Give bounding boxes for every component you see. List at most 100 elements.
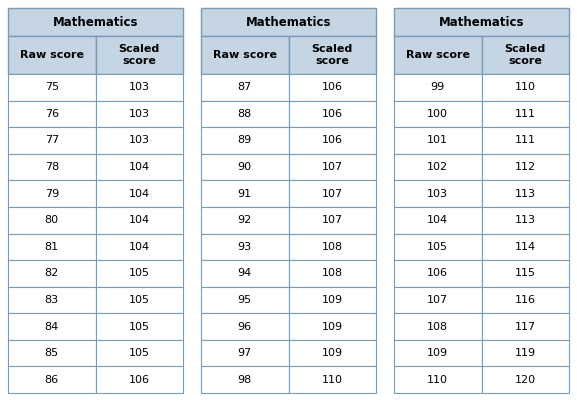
Bar xyxy=(288,36,376,74)
Text: 84: 84 xyxy=(44,322,59,332)
Bar xyxy=(96,207,183,233)
Text: Raw score: Raw score xyxy=(20,50,84,60)
Text: 110: 110 xyxy=(322,375,343,385)
Text: 106: 106 xyxy=(129,375,150,385)
Text: 104: 104 xyxy=(129,162,150,172)
Bar xyxy=(8,154,96,180)
Bar xyxy=(394,340,481,367)
Text: 115: 115 xyxy=(515,268,536,278)
Text: 109: 109 xyxy=(322,295,343,305)
Text: 107: 107 xyxy=(322,215,343,225)
Bar xyxy=(481,207,569,233)
Text: 92: 92 xyxy=(238,215,252,225)
Bar xyxy=(481,340,569,367)
Bar xyxy=(288,74,376,101)
Bar xyxy=(481,233,569,260)
Bar xyxy=(481,101,569,127)
Bar xyxy=(8,8,183,36)
Text: 90: 90 xyxy=(238,162,252,172)
Text: 79: 79 xyxy=(44,188,59,198)
Bar xyxy=(481,367,569,393)
Bar xyxy=(201,313,288,340)
Text: 96: 96 xyxy=(238,322,252,332)
Text: Scaled
score: Scaled score xyxy=(505,44,546,66)
Bar xyxy=(96,180,183,207)
Text: Scaled
score: Scaled score xyxy=(119,44,160,66)
Bar xyxy=(96,340,183,367)
Text: Raw score: Raw score xyxy=(213,50,277,60)
Bar xyxy=(8,74,96,101)
Bar xyxy=(8,127,96,154)
Text: 107: 107 xyxy=(427,295,448,305)
Text: 113: 113 xyxy=(515,215,536,225)
Text: 75: 75 xyxy=(44,82,59,92)
Bar xyxy=(8,180,96,207)
Bar xyxy=(394,74,481,101)
Text: 107: 107 xyxy=(322,188,343,198)
Bar xyxy=(394,367,481,393)
Bar xyxy=(96,260,183,287)
Bar xyxy=(201,367,288,393)
Text: 108: 108 xyxy=(322,242,343,252)
Text: Raw score: Raw score xyxy=(406,50,470,60)
Text: 98: 98 xyxy=(238,375,252,385)
Text: 104: 104 xyxy=(427,215,448,225)
Bar xyxy=(96,154,183,180)
Bar xyxy=(394,127,481,154)
Text: 103: 103 xyxy=(129,136,150,146)
Bar xyxy=(8,313,96,340)
Bar xyxy=(288,154,376,180)
Text: 83: 83 xyxy=(44,295,59,305)
Text: 87: 87 xyxy=(238,82,252,92)
Text: 109: 109 xyxy=(322,348,343,358)
Text: 81: 81 xyxy=(44,242,59,252)
Bar xyxy=(8,233,96,260)
Bar xyxy=(394,233,481,260)
Bar xyxy=(201,127,288,154)
Text: 108: 108 xyxy=(427,322,448,332)
Text: Mathematics: Mathematics xyxy=(246,16,331,28)
Text: 111: 111 xyxy=(515,136,536,146)
Bar xyxy=(8,36,96,74)
Text: 77: 77 xyxy=(44,136,59,146)
Text: 100: 100 xyxy=(427,109,448,119)
Text: 94: 94 xyxy=(238,268,252,278)
Bar xyxy=(96,74,183,101)
Bar xyxy=(288,207,376,233)
Text: 104: 104 xyxy=(129,215,150,225)
Text: Scaled
score: Scaled score xyxy=(312,44,353,66)
Text: 105: 105 xyxy=(129,295,150,305)
Text: 102: 102 xyxy=(427,162,448,172)
Bar xyxy=(201,36,288,74)
Bar xyxy=(288,233,376,260)
Bar xyxy=(96,127,183,154)
Bar xyxy=(481,74,569,101)
Bar xyxy=(8,340,96,367)
Text: 88: 88 xyxy=(238,109,252,119)
Text: 105: 105 xyxy=(129,268,150,278)
Bar xyxy=(201,207,288,233)
Text: 106: 106 xyxy=(322,109,343,119)
Text: 82: 82 xyxy=(44,268,59,278)
Bar xyxy=(8,260,96,287)
Bar xyxy=(394,287,481,313)
Text: 76: 76 xyxy=(44,109,59,119)
Bar xyxy=(288,287,376,313)
Text: 111: 111 xyxy=(515,109,536,119)
Text: 116: 116 xyxy=(515,295,536,305)
Bar xyxy=(201,287,288,313)
Text: 110: 110 xyxy=(515,82,536,92)
Bar xyxy=(481,154,569,180)
Bar xyxy=(481,287,569,313)
Bar xyxy=(288,127,376,154)
Bar xyxy=(288,340,376,367)
Text: 120: 120 xyxy=(515,375,536,385)
Bar xyxy=(8,367,96,393)
Bar xyxy=(394,180,481,207)
Text: Mathematics: Mathematics xyxy=(439,16,524,28)
Text: 105: 105 xyxy=(427,242,448,252)
Text: 103: 103 xyxy=(129,109,150,119)
Text: 109: 109 xyxy=(427,348,448,358)
Text: 106: 106 xyxy=(322,82,343,92)
Text: 103: 103 xyxy=(427,188,448,198)
